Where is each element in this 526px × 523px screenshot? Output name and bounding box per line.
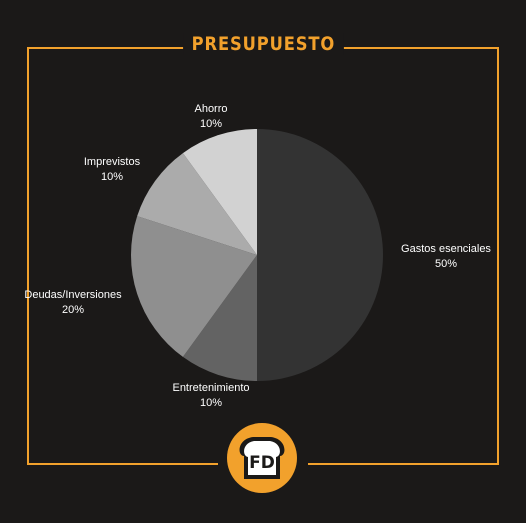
- slice-percent: 50%: [434, 258, 458, 270]
- slice-label-imprevistos: Imprevistos 10%: [84, 155, 140, 185]
- slice-label-deudas-inversiones: Deudas/Inversiones 20%: [24, 288, 121, 318]
- slice-label-ahorro: Ahorro 10%: [194, 102, 227, 132]
- pie-slice-deudas-inversiones: [131, 216, 257, 357]
- pie-slice-gastos-esenciales: [257, 129, 383, 381]
- pie-slice-ahorro: [182, 129, 257, 255]
- slice-percent: 10%: [100, 171, 124, 183]
- slice-percent: 10%: [199, 397, 223, 409]
- slice-name: Ahorro: [194, 103, 228, 115]
- slice-percent: 10%: [199, 118, 223, 130]
- pie-slice-imprevistos: [137, 153, 257, 255]
- slice-label-entretenimiento: Entretenimiento 10%: [172, 381, 249, 411]
- page-title: PRESUPUESTO: [182, 33, 344, 55]
- slice-percent: 20%: [61, 304, 85, 316]
- slice-name: Entretenimiento: [172, 382, 250, 394]
- pie-slices: [131, 129, 383, 381]
- logo-text: FD: [249, 453, 275, 473]
- slice-name: Deudas/Inversiones: [24, 289, 122, 301]
- brand-logo: FD: [227, 423, 297, 493]
- bread-slice-icon: FD: [239, 437, 285, 479]
- slice-name: Imprevistos: [83, 156, 141, 168]
- slice-label-gastos-esenciales: Gastos esenciales 50%: [401, 242, 491, 272]
- pie-slice-entretenimiento: [182, 255, 257, 381]
- title-wrap: PRESUPUESTO: [0, 33, 526, 55]
- slice-name: Gastos esenciales: [401, 243, 491, 255]
